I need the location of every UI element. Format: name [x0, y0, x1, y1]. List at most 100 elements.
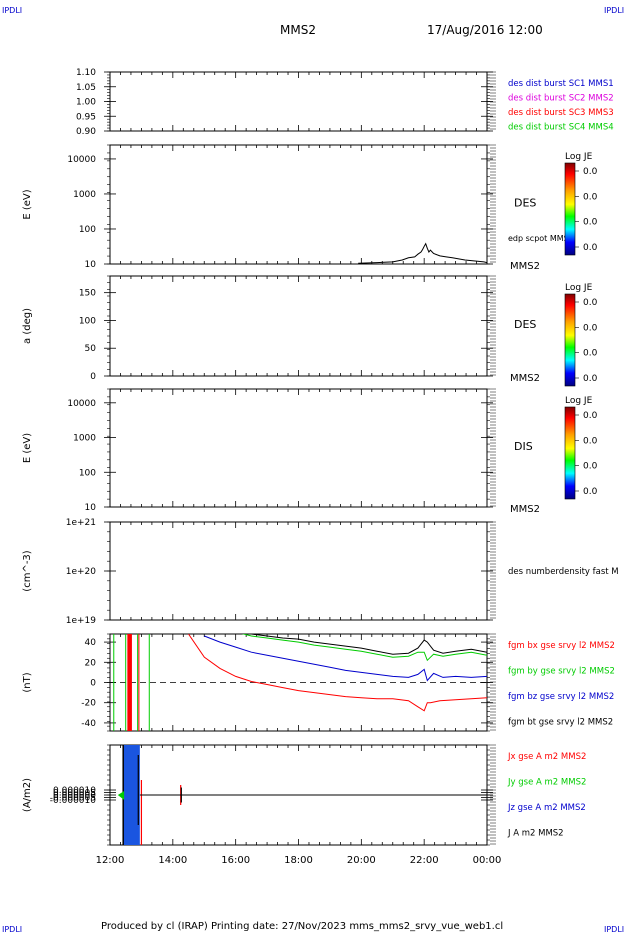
p4-colorbar-tick-label: 0.0: [583, 436, 598, 446]
p7-ytick-label: -0.000005: [50, 794, 96, 804]
p1-ytick-label: 1.05: [76, 83, 96, 93]
p6-ytick-label: 40: [85, 638, 97, 648]
p2-colorbar-tick-label: 0.0: [583, 192, 598, 202]
p2-colorbar-tick-label: 0.0: [583, 167, 598, 177]
p1-ytick-label: 0.90: [76, 127, 96, 137]
corner-label-bottom-left: IPDLI: [2, 925, 22, 934]
p1-frame: [109, 71, 488, 132]
p1-legend-entry: des dist burst SC1 MMS1: [508, 79, 614, 89]
p2-colorbar-title: Log JE: [565, 152, 593, 162]
p3-frame: [109, 275, 488, 377]
p4-instrument-label: DIS: [514, 440, 533, 453]
p6-ylabel: (nT): [22, 672, 33, 692]
p4-ytick-label: 1000: [73, 434, 96, 444]
p2-instrument-label: DES: [514, 197, 536, 210]
p3-colorbar-tick-label: 0.0: [583, 298, 598, 308]
p1-ytick-label: 0.95: [76, 112, 96, 122]
x-tick-label: 16:00: [221, 855, 250, 866]
p7-ytick-label: 0.000000: [53, 791, 96, 801]
p3-instrument-label: DES: [514, 318, 536, 331]
p4-ytick-label: 100: [79, 468, 96, 478]
p7-burst-block: [123, 745, 140, 845]
p4-colorbar: [564, 406, 576, 500]
p2-trace-label: edp scpot MMS2: [508, 234, 574, 243]
p7-ytick-label: -0.000010: [50, 796, 96, 806]
p2-series-line: [358, 242, 487, 264]
p2-colorbar: [564, 162, 576, 256]
p3-ytick-label: 150: [79, 289, 96, 299]
p7-ytick-label: 0.000005: [53, 789, 96, 799]
corner-label-top-left: IPDLI: [2, 6, 22, 15]
p1-legend-entry: des dist burst SC4 MMS4: [508, 123, 614, 133]
p6-ytick-label: 20: [85, 658, 97, 668]
p3-ylabel: a (deg): [22, 308, 33, 344]
p6-series-line: [204, 635, 487, 682]
p5-ytick-label: 1e+20: [66, 567, 97, 577]
corner-label-bottom-right: IPDLI: [604, 925, 624, 934]
corner-label-top-right: IPDLI: [604, 6, 624, 15]
p2-ytick-label: 1000: [73, 190, 96, 200]
spacecraft-title: MMS2: [280, 23, 316, 37]
p2-colorbar-tick-label: 0.0: [583, 243, 598, 253]
x-tick-label: 14:00: [158, 855, 187, 866]
p6-ytick-label: -40: [81, 719, 96, 729]
p7-ylabel: (A/m2): [22, 778, 33, 812]
p5-ylabel: (cm^-3): [22, 550, 33, 591]
p2-ylabel: E (eV): [22, 189, 33, 219]
x-tick-label: 18:00: [284, 855, 313, 866]
panels-group: 1.10 1.05 1.00 0.95 0.90 des dist burst SC1 M…: [22, 68, 619, 866]
p3-ytick-label: 0: [90, 372, 96, 382]
p1-ytick-label: 1.10: [76, 68, 96, 78]
p1-ytick-label: 1.00: [76, 98, 96, 108]
x-tick-label: 00:00: [473, 855, 502, 866]
p4-ytick-label: 10000: [67, 399, 96, 409]
p3-ytick-label: 50: [85, 344, 97, 354]
p2-ytick-label: 10000: [67, 155, 96, 165]
p4-colorbar-title: Log JE: [565, 396, 593, 406]
p3-colorbar-tick-label: 0.0: [583, 374, 598, 384]
p1-legend-entry: des dist burst SC3 MMS3: [508, 108, 614, 118]
p6-legend-entry: fgm by gse srvy l2 MMS2: [508, 667, 615, 677]
p7-legend-entry: Jx gse A m2 MMS2: [507, 752, 586, 762]
p2-spacecraft-label: MMS2: [510, 261, 540, 272]
p4-ytick-label: 10: [85, 503, 97, 513]
p7-jy-burst: [117, 791, 125, 800]
p1-legend-entry: des dist burst SC2 MMS2: [508, 94, 614, 104]
p3-colorbar-title: Log JE: [565, 283, 593, 293]
p6-series-line: [188, 634, 487, 712]
p3-colorbar-tick-label: 0.0: [583, 323, 598, 333]
p6-legend-entry: fgm bz gse srvy l2 MMS2: [508, 692, 614, 702]
x-tick-label: 22:00: [410, 855, 439, 866]
p6-ytick-label: -20: [81, 699, 96, 709]
p6-series-line: [249, 634, 487, 655]
p4-spacecraft-label: MMS2: [510, 504, 540, 515]
p4-colorbar-tick-label: 0.0: [583, 411, 598, 421]
p2-colorbar-tick-label: 0.0: [583, 218, 598, 228]
p4-colorbar-tick-label: 0.0: [583, 487, 598, 497]
p4-ylabel: E (eV): [22, 433, 33, 463]
p7-legend-entry: Jy gse A m2 MMS2: [507, 778, 586, 788]
footer-text: Produced by cl (IRAP) Printing date: 27/…: [101, 921, 503, 932]
p3-ytick-label: 100: [79, 316, 96, 326]
p3-colorbar: [564, 293, 576, 387]
p5-ytick-label: 1e+21: [66, 518, 96, 528]
p7-ytick-label: 0.000010: [53, 786, 96, 796]
p6-legend-entry: fgm bt gse srvy l2 MMS2: [508, 718, 613, 728]
p4-frame: [109, 388, 488, 508]
p5-frame: [109, 521, 488, 621]
p6-ytick-label: 0: [90, 679, 96, 689]
p2-frame: [109, 144, 488, 265]
p7-legend-entry: J A m2 MMS2: [507, 829, 564, 839]
x-tick-label: 12:00: [96, 855, 125, 866]
x-tick-label: 20:00: [347, 855, 376, 866]
p7-legend-entry: Jz gse A m2 MMS2: [507, 803, 586, 813]
p3-spacecraft-label: MMS2: [510, 373, 540, 384]
p2-ytick-label: 100: [79, 225, 96, 235]
p3-colorbar-tick-label: 0.0: [583, 349, 598, 359]
p6-legend-entry: fgm bx gse srvy l2 MMS2: [508, 641, 615, 651]
p6-series-line: [241, 634, 487, 662]
p5-ytick-label: 1e+19: [66, 616, 97, 626]
p5-legend-entry: des numberdensity fast M: [508, 567, 619, 577]
p2-ytick-label: 10: [85, 260, 97, 270]
